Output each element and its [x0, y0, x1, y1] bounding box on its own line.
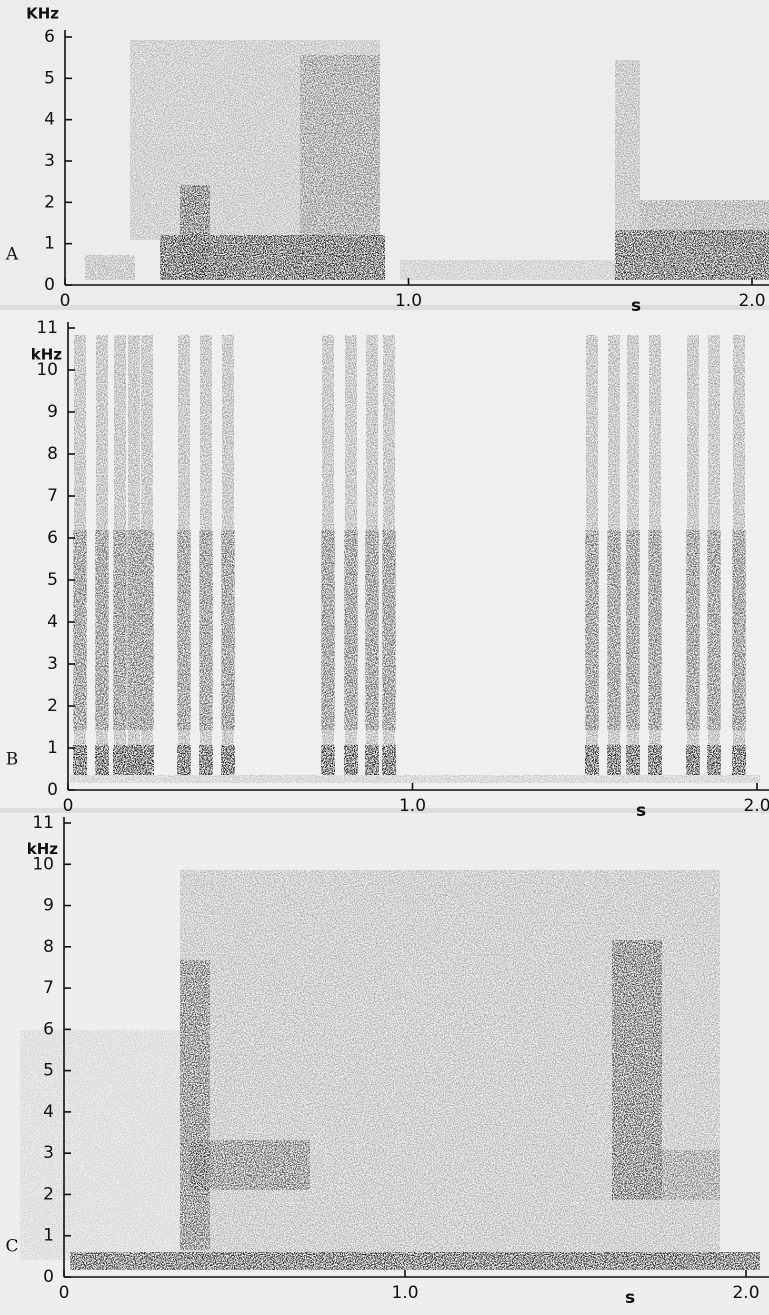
- energy-region: [382, 745, 396, 775]
- energy-region: [113, 745, 127, 775]
- y-tick-label: 4: [44, 110, 55, 130]
- energy-region: [85, 255, 135, 280]
- energy-region: [648, 745, 662, 775]
- energy-region: [180, 185, 210, 280]
- energy-region: [585, 530, 599, 730]
- x-axis-label: s: [636, 801, 646, 821]
- x-tick-label: 1.0: [391, 1283, 418, 1303]
- y-tick-label: 2: [47, 696, 58, 716]
- energy-region: [707, 745, 721, 775]
- y-tick-label: 3: [43, 1143, 54, 1163]
- energy-region: [190, 1140, 310, 1190]
- y-tick-label: 1: [44, 234, 55, 254]
- x-tick-label: 1.0: [395, 291, 422, 311]
- energy-region: [626, 745, 640, 775]
- energy-region: [626, 530, 640, 730]
- energy-region: [140, 745, 154, 775]
- energy-region: [199, 745, 213, 775]
- energy-region: [73, 530, 87, 730]
- y-tick-label: 0: [47, 780, 58, 800]
- energy-region: [607, 745, 621, 775]
- energy-region: [127, 745, 141, 775]
- panel-label: B: [6, 750, 19, 770]
- x-tick-label: 1.0: [399, 796, 426, 816]
- x-axis-label: s: [625, 1288, 635, 1308]
- energy-region: [127, 530, 141, 730]
- y-tick-label: 4: [47, 612, 58, 632]
- y-tick-label: 5: [43, 1061, 54, 1081]
- energy-region: [344, 745, 358, 775]
- panel-label: C: [5, 1237, 18, 1257]
- energy-region: [300, 55, 380, 235]
- energy-region: [321, 530, 335, 730]
- energy-region: [607, 530, 621, 730]
- x-tick-label: 2.0: [732, 1283, 759, 1303]
- energy-region: [365, 530, 379, 730]
- y-tick-label: 6: [47, 528, 58, 548]
- y-axis-label: KHz: [26, 5, 59, 23]
- energy-region: [221, 745, 235, 775]
- y-tick-label: 3: [44, 151, 55, 171]
- y-tick-label: 11: [32, 813, 54, 833]
- y-tick-label: 2: [43, 1184, 54, 1204]
- y-axis-label: kHz: [31, 346, 63, 364]
- y-tick-label: 9: [47, 402, 58, 422]
- y-tick-label: 4: [43, 1102, 54, 1122]
- y-tick-label: 5: [44, 68, 55, 88]
- energy-region: [382, 530, 396, 730]
- energy-region: [615, 60, 640, 230]
- y-axis-label: kHz: [27, 840, 59, 858]
- energy-region: [321, 745, 335, 775]
- y-tick-label: 0: [43, 1267, 54, 1287]
- y-tick-label: 1: [43, 1226, 54, 1246]
- y-tick-label: 6: [44, 27, 55, 47]
- energy-region: [199, 530, 213, 730]
- energy-region: [732, 745, 746, 775]
- energy-region: [640, 200, 769, 235]
- y-tick-label: 1: [47, 738, 58, 758]
- x-tick-label: 0: [59, 1283, 70, 1303]
- y-tick-label: 7: [47, 486, 58, 506]
- energy-region: [70, 775, 760, 783]
- energy-region: [400, 260, 615, 280]
- y-tick-label: 7: [43, 978, 54, 998]
- energy-region: [180, 960, 210, 1250]
- energy-region: [344, 530, 358, 730]
- x-axis-label: s: [631, 296, 641, 316]
- energy-region: [177, 530, 191, 730]
- y-tick-label: 9: [43, 896, 54, 916]
- energy-region: [660, 1150, 720, 1200]
- energy-region: [686, 530, 700, 730]
- energy-region: [113, 530, 127, 730]
- energy-region: [73, 745, 87, 775]
- figure: 012345601.02.0KHzsA0123456789101101.02.0…: [0, 0, 769, 1315]
- energy-region: [585, 745, 599, 775]
- y-tick-label: 11: [36, 318, 58, 338]
- energy-region: [686, 745, 700, 775]
- energy-region: [177, 745, 191, 775]
- x-tick-label: 0: [60, 291, 71, 311]
- y-tick-label: 3: [47, 654, 58, 674]
- panel-label: A: [5, 245, 19, 265]
- x-tick-label: 0: [63, 796, 74, 816]
- energy-region: [365, 745, 379, 775]
- y-tick-label: 8: [43, 937, 54, 957]
- y-tick-label: 5: [47, 570, 58, 590]
- y-tick-label: 8: [47, 444, 58, 464]
- energy-region: [707, 530, 721, 730]
- y-tick-label: 6: [43, 1019, 54, 1039]
- energy-region: [95, 745, 109, 775]
- x-tick-label: 2.0: [743, 796, 769, 816]
- x-tick-label: 2.0: [738, 291, 765, 311]
- y-tick-label: 2: [44, 192, 55, 212]
- energy-region: [615, 230, 769, 280]
- energy-region: [140, 530, 154, 730]
- energy-region: [95, 530, 109, 730]
- y-tick-label: 0: [44, 275, 55, 295]
- energy-region: [221, 530, 235, 730]
- energy-region: [612, 940, 662, 1200]
- energy-region: [648, 530, 662, 730]
- energy-region: [732, 530, 746, 730]
